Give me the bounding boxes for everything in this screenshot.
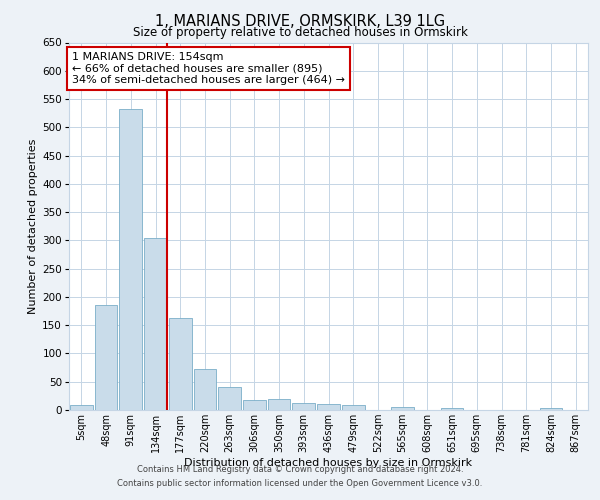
Text: 1 MARIANS DRIVE: 154sqm
← 66% of detached houses are smaller (895)
34% of semi-d: 1 MARIANS DRIVE: 154sqm ← 66% of detache… xyxy=(71,52,344,85)
X-axis label: Distribution of detached houses by size in Ormskirk: Distribution of detached houses by size … xyxy=(184,458,473,468)
Bar xyxy=(292,403,315,410)
Y-axis label: Number of detached properties: Number of detached properties xyxy=(28,138,38,314)
Bar xyxy=(391,407,414,410)
Bar xyxy=(70,406,93,410)
Bar xyxy=(539,408,562,410)
Text: Contains HM Land Registry data © Crown copyright and database right 2024.
Contai: Contains HM Land Registry data © Crown c… xyxy=(118,466,482,487)
Bar xyxy=(95,306,118,410)
Bar xyxy=(144,238,167,410)
Bar xyxy=(119,108,142,410)
Bar xyxy=(441,408,463,410)
Text: Size of property relative to detached houses in Ormskirk: Size of property relative to detached ho… xyxy=(133,26,467,39)
Bar xyxy=(268,398,290,410)
Bar xyxy=(243,400,266,410)
Bar xyxy=(342,406,365,410)
Bar xyxy=(169,318,191,410)
Bar xyxy=(317,404,340,410)
Bar xyxy=(194,368,216,410)
Text: 1, MARIANS DRIVE, ORMSKIRK, L39 1LG: 1, MARIANS DRIVE, ORMSKIRK, L39 1LG xyxy=(155,14,445,29)
Bar xyxy=(218,387,241,410)
